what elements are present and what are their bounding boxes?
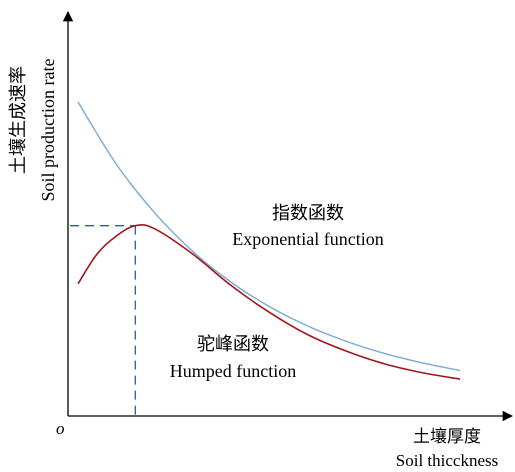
series-lines: [77, 101, 461, 380]
exponential-curve: [77, 101, 461, 372]
origin-label: o: [56, 419, 65, 438]
exponential-label-en: Exponential function: [232, 229, 383, 249]
y-axis-label-cn: 土壤生成速率: [8, 66, 28, 174]
x-axis-label-en: Soil thicckness: [396, 451, 498, 470]
peak-marker: [70, 225, 136, 416]
humped-curve: [77, 224, 461, 380]
humped-label-en: Humped function: [170, 361, 296, 381]
humped-label-cn: 驼峰函数: [197, 334, 269, 354]
x-axis-label-cn: 土壤厚度: [413, 426, 481, 446]
exponential-label-cn: 指数函数: [272, 203, 344, 223]
y-axis-label-en: Soil production rate: [38, 59, 58, 202]
